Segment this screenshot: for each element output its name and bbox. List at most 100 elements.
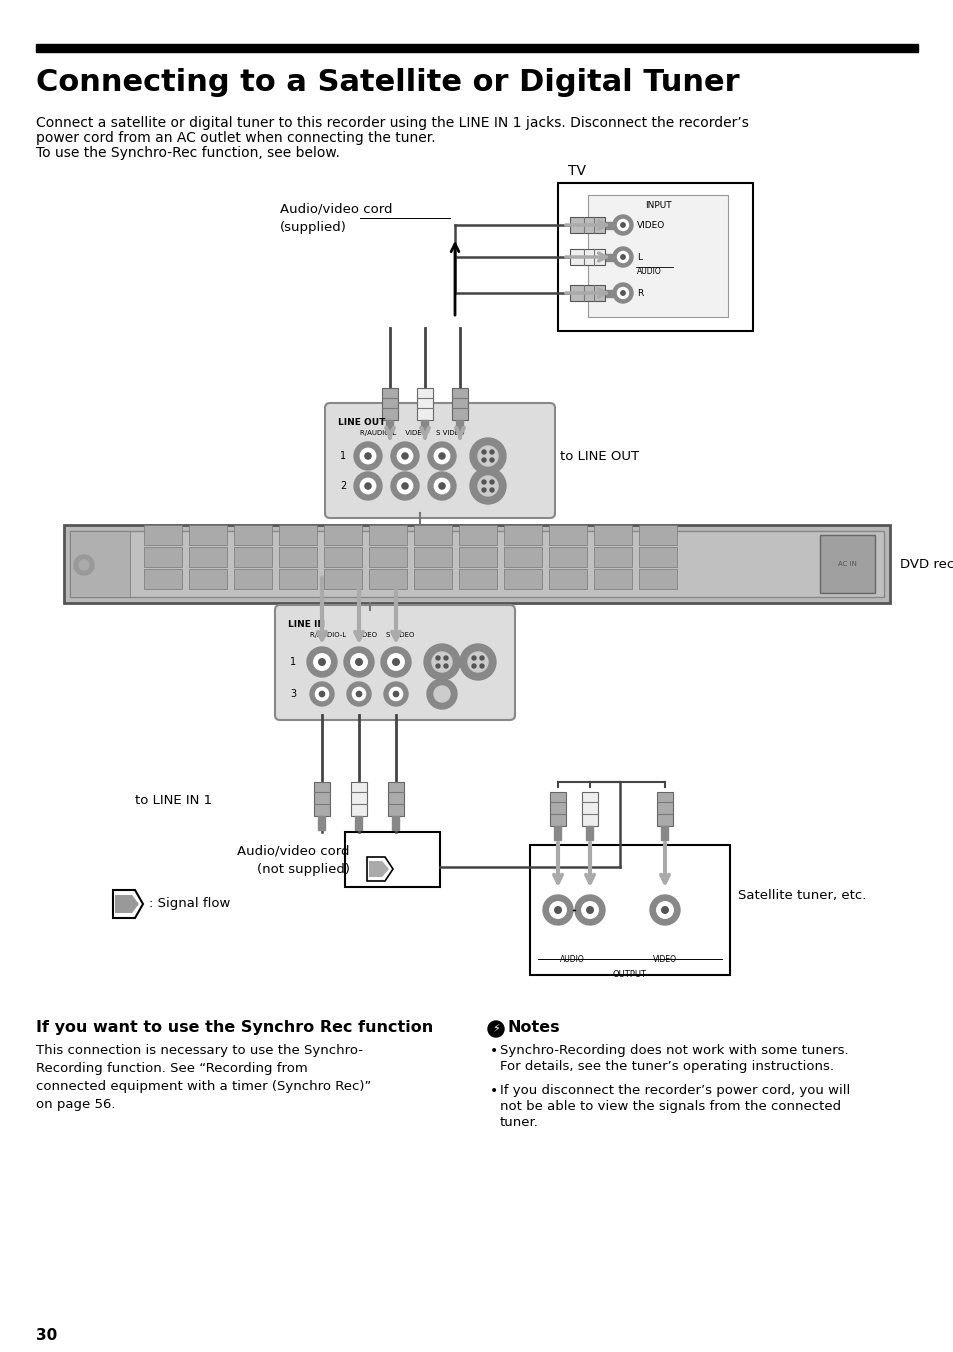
Circle shape	[434, 479, 449, 493]
Bar	[569, 249, 604, 265]
Bar	[189, 548, 227, 566]
Bar	[351, 781, 367, 817]
Text: to LINE OUT: to LINE OUT	[559, 449, 639, 462]
Text: on page 56.: on page 56.	[36, 1098, 115, 1111]
Circle shape	[351, 654, 367, 671]
Bar	[554, 826, 561, 840]
Bar	[604, 254, 613, 261]
Circle shape	[470, 468, 505, 504]
Bar	[548, 569, 586, 589]
FancyBboxPatch shape	[325, 403, 555, 518]
Circle shape	[479, 664, 483, 668]
Text: AUDIO: AUDIO	[559, 955, 584, 964]
Text: L: L	[637, 253, 641, 261]
Bar	[558, 183, 752, 331]
Text: Satellite tuner, etc.: Satellite tuner, etc.	[738, 888, 865, 902]
Polygon shape	[112, 890, 143, 918]
Circle shape	[438, 483, 445, 489]
Circle shape	[549, 902, 566, 918]
Text: to LINE IN 1: to LINE IN 1	[135, 794, 212, 807]
Bar	[233, 525, 272, 545]
Bar	[36, 45, 917, 51]
Text: OUTPUT: OUTPUT	[613, 969, 646, 979]
Bar	[386, 420, 393, 433]
Circle shape	[436, 664, 439, 668]
Circle shape	[459, 644, 496, 680]
Circle shape	[401, 453, 408, 460]
Bar	[530, 845, 729, 975]
Text: R: R	[637, 288, 642, 297]
Bar	[70, 531, 130, 598]
Circle shape	[74, 556, 94, 575]
Circle shape	[396, 479, 413, 493]
Bar	[581, 792, 598, 826]
Circle shape	[477, 476, 497, 496]
Text: INPUT: INPUT	[644, 201, 671, 210]
Circle shape	[396, 449, 413, 464]
Circle shape	[356, 691, 361, 696]
Circle shape	[661, 907, 668, 914]
Circle shape	[318, 658, 325, 665]
Text: AUDIO: AUDIO	[637, 266, 661, 276]
Bar	[416, 388, 433, 420]
Circle shape	[360, 449, 375, 464]
Circle shape	[355, 658, 362, 665]
Bar	[392, 817, 399, 830]
Text: LINE IN: LINE IN	[288, 621, 325, 629]
Text: VIDEO: VIDEO	[637, 220, 664, 230]
Bar	[414, 525, 452, 545]
Circle shape	[384, 681, 408, 706]
Text: AC IN: AC IN	[837, 561, 856, 566]
Bar	[586, 826, 593, 840]
Circle shape	[581, 902, 598, 918]
Bar	[369, 569, 407, 589]
Text: Recording function. See “Recording from: Recording function. See “Recording from	[36, 1063, 308, 1075]
Bar	[594, 569, 631, 589]
Bar	[414, 548, 452, 566]
Circle shape	[314, 654, 330, 671]
Bar	[639, 569, 677, 589]
Bar	[324, 525, 361, 545]
Circle shape	[620, 291, 624, 295]
Bar	[189, 569, 227, 589]
Bar	[452, 388, 468, 420]
Bar	[503, 548, 541, 566]
Circle shape	[472, 656, 476, 660]
Circle shape	[617, 251, 628, 262]
Circle shape	[391, 442, 418, 470]
Bar	[458, 548, 497, 566]
Circle shape	[481, 458, 485, 462]
Text: 2: 2	[339, 481, 346, 491]
Circle shape	[542, 895, 573, 925]
FancyBboxPatch shape	[274, 604, 515, 721]
Circle shape	[470, 438, 505, 475]
Bar	[639, 548, 677, 566]
Circle shape	[391, 472, 418, 500]
Circle shape	[490, 450, 494, 454]
Circle shape	[490, 480, 494, 484]
Circle shape	[490, 488, 494, 492]
Bar	[594, 548, 631, 566]
Circle shape	[481, 480, 485, 484]
Bar	[388, 781, 403, 817]
Circle shape	[307, 648, 336, 677]
Text: To use the Synchro-Rec function, see below.: To use the Synchro-Rec function, see bel…	[36, 146, 339, 160]
Bar	[369, 548, 407, 566]
Bar	[233, 548, 272, 566]
Bar	[548, 548, 586, 566]
Bar	[144, 569, 182, 589]
Circle shape	[380, 648, 411, 677]
Text: This connection is necessary to use the Synchro-: This connection is necessary to use the …	[36, 1044, 363, 1057]
Bar	[569, 285, 604, 301]
Text: If you want to use the Synchro Rec function: If you want to use the Synchro Rec funct…	[36, 1019, 433, 1036]
Circle shape	[649, 895, 679, 925]
Circle shape	[436, 656, 439, 660]
Circle shape	[472, 664, 476, 668]
Circle shape	[365, 453, 371, 460]
Bar	[458, 525, 497, 545]
Text: 3: 3	[290, 690, 295, 699]
Circle shape	[360, 479, 375, 493]
Text: For details, see the tuner’s operating instructions.: For details, see the tuner’s operating i…	[499, 1060, 833, 1073]
Bar	[278, 548, 316, 566]
Bar	[189, 525, 227, 545]
